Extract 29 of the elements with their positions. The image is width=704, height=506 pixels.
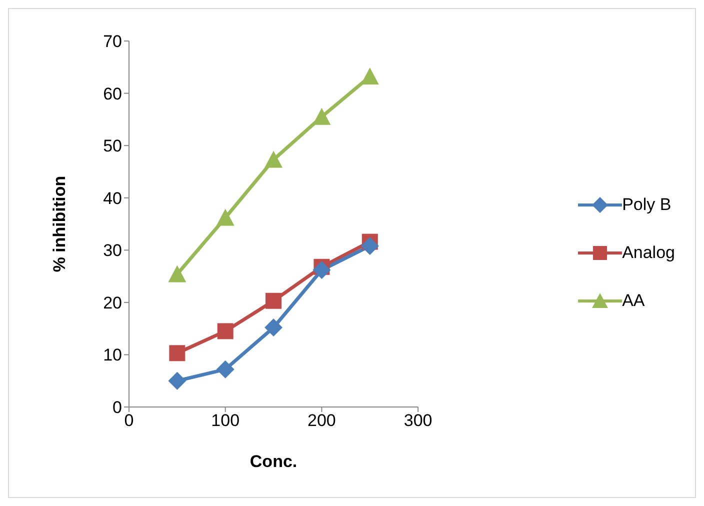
point (168, 372, 186, 390)
x-tick-label: 100 (211, 411, 240, 430)
y-axis-title: % inhibition (50, 176, 70, 272)
y-tick-label: 20 (103, 293, 122, 312)
point (168, 265, 186, 282)
y-tick-label: 70 (103, 32, 122, 52)
point (169, 345, 186, 362)
point (266, 292, 282, 309)
y-tick-label: 50 (103, 136, 122, 156)
y-tick-label: 10 (103, 346, 122, 365)
x-axis-title: Conc. (250, 452, 298, 471)
legend-label: Poly B (622, 195, 672, 215)
y-tick-label: 40 (103, 188, 122, 208)
x-tick-label: 300 (404, 411, 432, 430)
point (216, 208, 234, 226)
point (264, 318, 283, 337)
point (312, 261, 331, 280)
point (360, 236, 379, 255)
point (264, 150, 283, 168)
point (312, 108, 331, 125)
x-tick-label: 0 (124, 411, 134, 430)
point (216, 360, 234, 378)
legend-label: AA (622, 291, 645, 311)
x-tick-label: 200 (308, 411, 336, 430)
legend-label: Analog (622, 243, 675, 263)
point (217, 323, 234, 340)
y-tick-label: 30 (103, 241, 122, 260)
y-tick-label: 60 (103, 84, 122, 104)
y-tick-label: 0 (112, 398, 122, 418)
